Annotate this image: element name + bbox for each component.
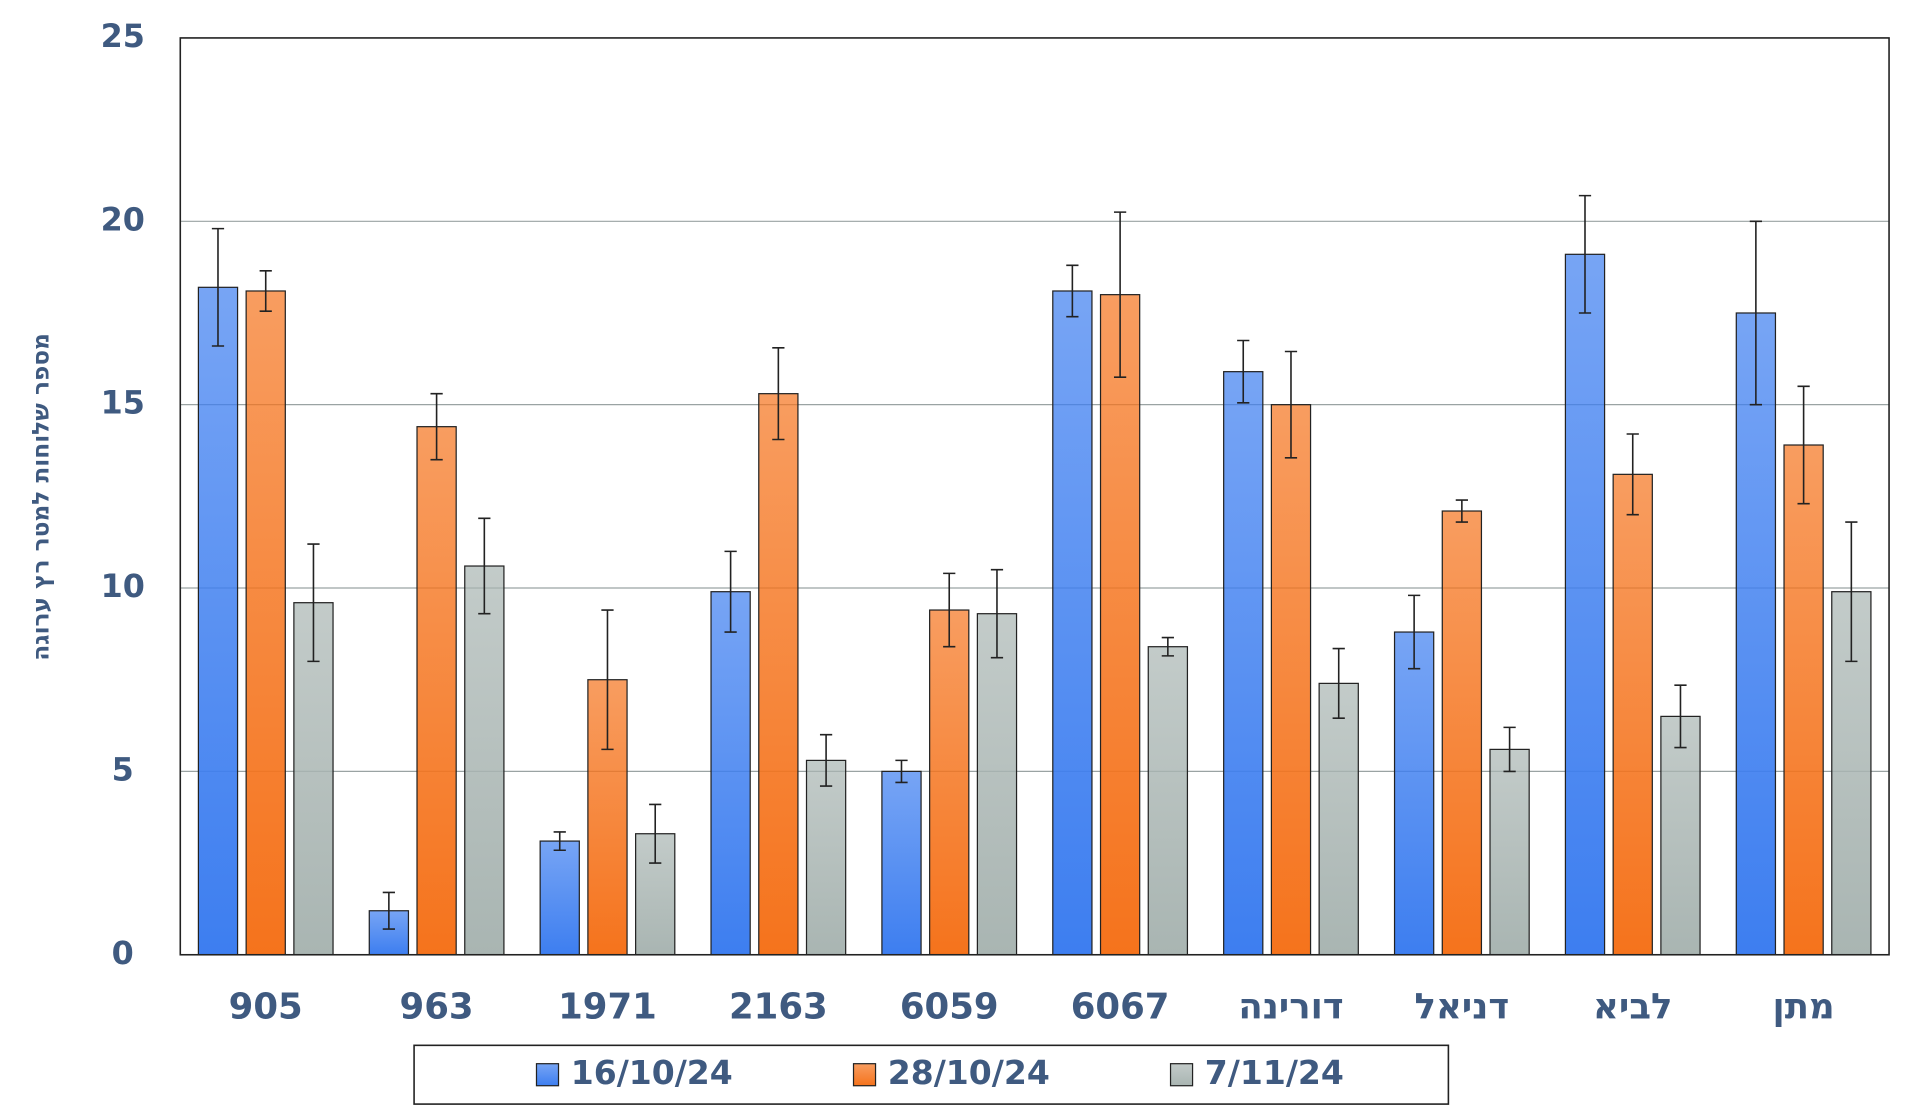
x-tick-label: 1971 xyxy=(558,987,657,1028)
error-bar xyxy=(1626,433,1639,516)
legend-label: 28/10/24 xyxy=(888,1053,1050,1092)
bar xyxy=(710,591,751,956)
error-bar xyxy=(1455,499,1468,523)
legend-swatch xyxy=(852,1063,877,1087)
bar xyxy=(1223,371,1264,956)
error-bar xyxy=(1797,385,1810,505)
bar xyxy=(1612,473,1653,956)
error-bar xyxy=(1284,350,1298,459)
bar xyxy=(1660,715,1701,956)
error-bar xyxy=(1237,339,1250,404)
error-bar xyxy=(259,270,272,312)
bar xyxy=(1052,290,1093,956)
y-tick-label: 20 xyxy=(101,200,145,238)
legend-swatch xyxy=(535,1063,560,1087)
bar xyxy=(1783,444,1824,956)
bar xyxy=(1393,631,1435,956)
error-bar xyxy=(1503,726,1516,773)
y-tick-label: 5 xyxy=(112,750,134,788)
bar xyxy=(758,393,799,956)
error-bar xyxy=(1113,211,1127,378)
legend-box xyxy=(413,1044,1450,1105)
error-bar xyxy=(943,572,956,648)
bar xyxy=(1147,646,1189,956)
error-bar xyxy=(649,803,662,864)
error-bar xyxy=(430,392,443,461)
legend-swatch xyxy=(1169,1063,1194,1087)
error-bar xyxy=(1845,521,1858,663)
error-bar xyxy=(553,831,566,852)
y-tick-label: 0 xyxy=(112,934,134,972)
x-tick-label: 905 xyxy=(229,987,303,1028)
plot-frame xyxy=(179,37,1890,956)
bar xyxy=(1564,253,1606,956)
error-bar xyxy=(601,609,614,751)
y-tick-label: 15 xyxy=(101,384,145,422)
x-tick-label: דורינה xyxy=(1238,987,1343,1028)
error-bar xyxy=(1332,647,1345,720)
legend-label: 16/10/24 xyxy=(571,1053,733,1092)
error-bar xyxy=(1161,636,1174,657)
error-bar xyxy=(307,543,320,663)
x-tick-label: מתן xyxy=(1773,987,1835,1028)
error-bar xyxy=(211,227,225,347)
y-axis-label: מספר שלוחות למטר רץ ערוגה xyxy=(27,333,54,661)
bar xyxy=(416,426,457,956)
error-bar xyxy=(478,517,491,615)
x-tick-label: דניאל xyxy=(1415,987,1510,1028)
bar xyxy=(245,290,286,956)
error-bar xyxy=(1749,220,1762,406)
error-bar xyxy=(1578,194,1592,314)
bar xyxy=(805,759,847,956)
error-bar xyxy=(819,733,833,787)
error-bar xyxy=(1674,684,1687,749)
error-bar xyxy=(1066,264,1079,318)
y-tick-label: 25 xyxy=(101,17,145,55)
bar xyxy=(976,613,1018,956)
x-tick-label: 2163 xyxy=(729,987,828,1028)
x-tick-label: לביא xyxy=(1593,987,1672,1028)
bar xyxy=(1099,294,1141,956)
x-tick-label: 6067 xyxy=(1071,987,1170,1028)
bar xyxy=(881,770,922,956)
legend-label: 7/11/24 xyxy=(1205,1053,1344,1092)
bar xyxy=(1441,510,1483,956)
bar xyxy=(197,286,239,956)
error-bar xyxy=(382,891,395,930)
error-bar xyxy=(724,550,737,633)
bar xyxy=(464,565,505,956)
error-bar xyxy=(895,759,908,784)
bar xyxy=(1489,748,1530,956)
error-bar xyxy=(990,568,1004,659)
bar xyxy=(1735,312,1777,956)
error-bar xyxy=(1408,594,1421,670)
bar xyxy=(1270,404,1312,956)
error-bar xyxy=(772,347,785,441)
bar xyxy=(929,609,970,956)
x-tick-label: 6059 xyxy=(900,987,999,1028)
y-tick-label: 10 xyxy=(101,567,145,605)
bar xyxy=(539,840,580,956)
x-tick-label: 963 xyxy=(400,987,474,1028)
bar xyxy=(1318,682,1359,956)
